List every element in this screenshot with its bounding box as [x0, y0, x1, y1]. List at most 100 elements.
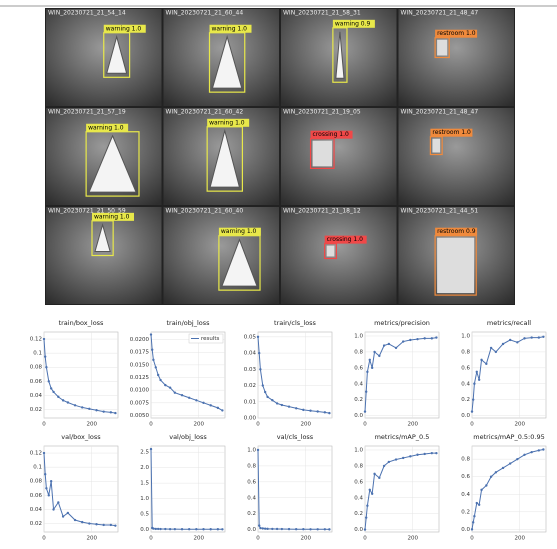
marker	[151, 349, 153, 351]
subplot-title: val/obj_loss	[169, 433, 207, 441]
marker	[365, 516, 367, 518]
marker	[102, 410, 104, 412]
marker	[221, 409, 223, 411]
marker	[371, 367, 373, 369]
marker	[271, 399, 273, 401]
marker	[502, 467, 504, 469]
marker	[478, 504, 480, 506]
plot-area	[258, 332, 332, 418]
marker	[48, 494, 50, 496]
marker	[74, 404, 76, 406]
sign	[313, 141, 333, 167]
y-tick-label: 0.0	[140, 527, 149, 533]
marker	[181, 394, 183, 396]
marker	[365, 391, 367, 393]
y-tick-label: 0.00	[244, 416, 257, 422]
y-tick-label: 1.0	[247, 447, 256, 453]
subplot: train/cls_loss0.000.010.020.030.040.0502…	[244, 319, 332, 428]
marker	[383, 344, 385, 346]
subplot-title: metrics/mAP_0.5:0.95	[473, 433, 544, 441]
marker	[155, 366, 157, 368]
marker	[495, 351, 497, 353]
detection-label: restroom 1.0	[432, 129, 471, 136]
marker	[316, 410, 318, 412]
plot-area	[44, 332, 118, 418]
marker	[169, 528, 171, 530]
marker	[473, 383, 475, 385]
y-tick-label: 0.8	[461, 349, 470, 355]
marker	[114, 524, 116, 526]
y-tick-label: 0.12	[30, 451, 42, 457]
marker	[478, 379, 480, 381]
marker	[295, 528, 297, 530]
marker	[259, 527, 261, 529]
legend-label: results	[201, 336, 220, 342]
y-tick-label: 0.02	[30, 521, 42, 527]
y-tick-label: 0.0050	[130, 413, 150, 419]
y-tick-label: 0.04	[30, 507, 43, 513]
file-name: WIN_20230721_21_18_12	[283, 208, 361, 215]
marker	[262, 384, 264, 386]
x-tick-label: 200	[86, 422, 97, 428]
marker	[530, 451, 532, 453]
subplot: val/box_loss0.020.040.060.080.10.120200	[30, 433, 118, 542]
marker	[373, 473, 375, 475]
marker	[502, 343, 504, 345]
y-tick-label: 0.0	[354, 527, 363, 533]
marker	[485, 484, 487, 486]
marker	[388, 461, 390, 463]
marker	[302, 409, 304, 411]
y-tick-label: 0.1	[33, 465, 42, 471]
marker	[416, 338, 418, 340]
detection-label: warning 1.0	[106, 25, 142, 32]
marker	[276, 528, 278, 530]
marker	[110, 411, 112, 413]
marker	[181, 528, 183, 530]
marker	[88, 408, 90, 410]
marker	[476, 502, 478, 504]
marker	[395, 458, 397, 460]
marker	[114, 412, 116, 414]
y-tick-label: 0.2	[354, 511, 363, 517]
marker	[264, 527, 266, 529]
marker	[44, 355, 46, 357]
y-tick-label: 0.4	[461, 492, 470, 498]
y-tick-label: 0.8	[461, 457, 470, 463]
y-tick-label: 0.02	[244, 383, 256, 389]
marker	[373, 351, 375, 353]
marker	[202, 528, 204, 530]
marker	[416, 454, 418, 456]
file-name: WIN_20230721_21_60_44	[166, 10, 244, 17]
detection-label: warning 0.9	[335, 20, 371, 27]
y-tick-label: 0.2	[461, 397, 470, 403]
x-tick-label: 200	[300, 536, 311, 542]
marker	[295, 407, 297, 409]
detection-label: warning 1.0	[88, 124, 124, 131]
marker	[88, 522, 90, 524]
plot-area	[151, 446, 225, 532]
x-tick-label: 0	[256, 536, 260, 542]
x-tick-label: 200	[514, 536, 525, 542]
x-tick-label: 200	[86, 536, 97, 542]
marker	[281, 528, 283, 530]
y-tick-label: 0.2	[354, 397, 363, 403]
marker	[152, 359, 154, 361]
sign	[437, 40, 447, 56]
marker	[473, 515, 475, 517]
y-tick-label: 0.03	[244, 367, 257, 373]
marker	[324, 528, 326, 530]
marker	[324, 411, 326, 413]
x-tick-label: 0	[363, 422, 367, 428]
marker	[364, 410, 366, 412]
y-tick-label: 0.06	[30, 379, 43, 385]
x-tick-label: 200	[407, 536, 418, 542]
marker	[150, 333, 152, 335]
marker	[366, 505, 368, 507]
x-tick-label: 200	[407, 422, 418, 428]
y-tick-label: 0.2	[247, 511, 256, 517]
marker	[221, 528, 223, 530]
file-name: WIN_20230721_21_60_40	[166, 208, 244, 215]
sign	[327, 246, 335, 257]
